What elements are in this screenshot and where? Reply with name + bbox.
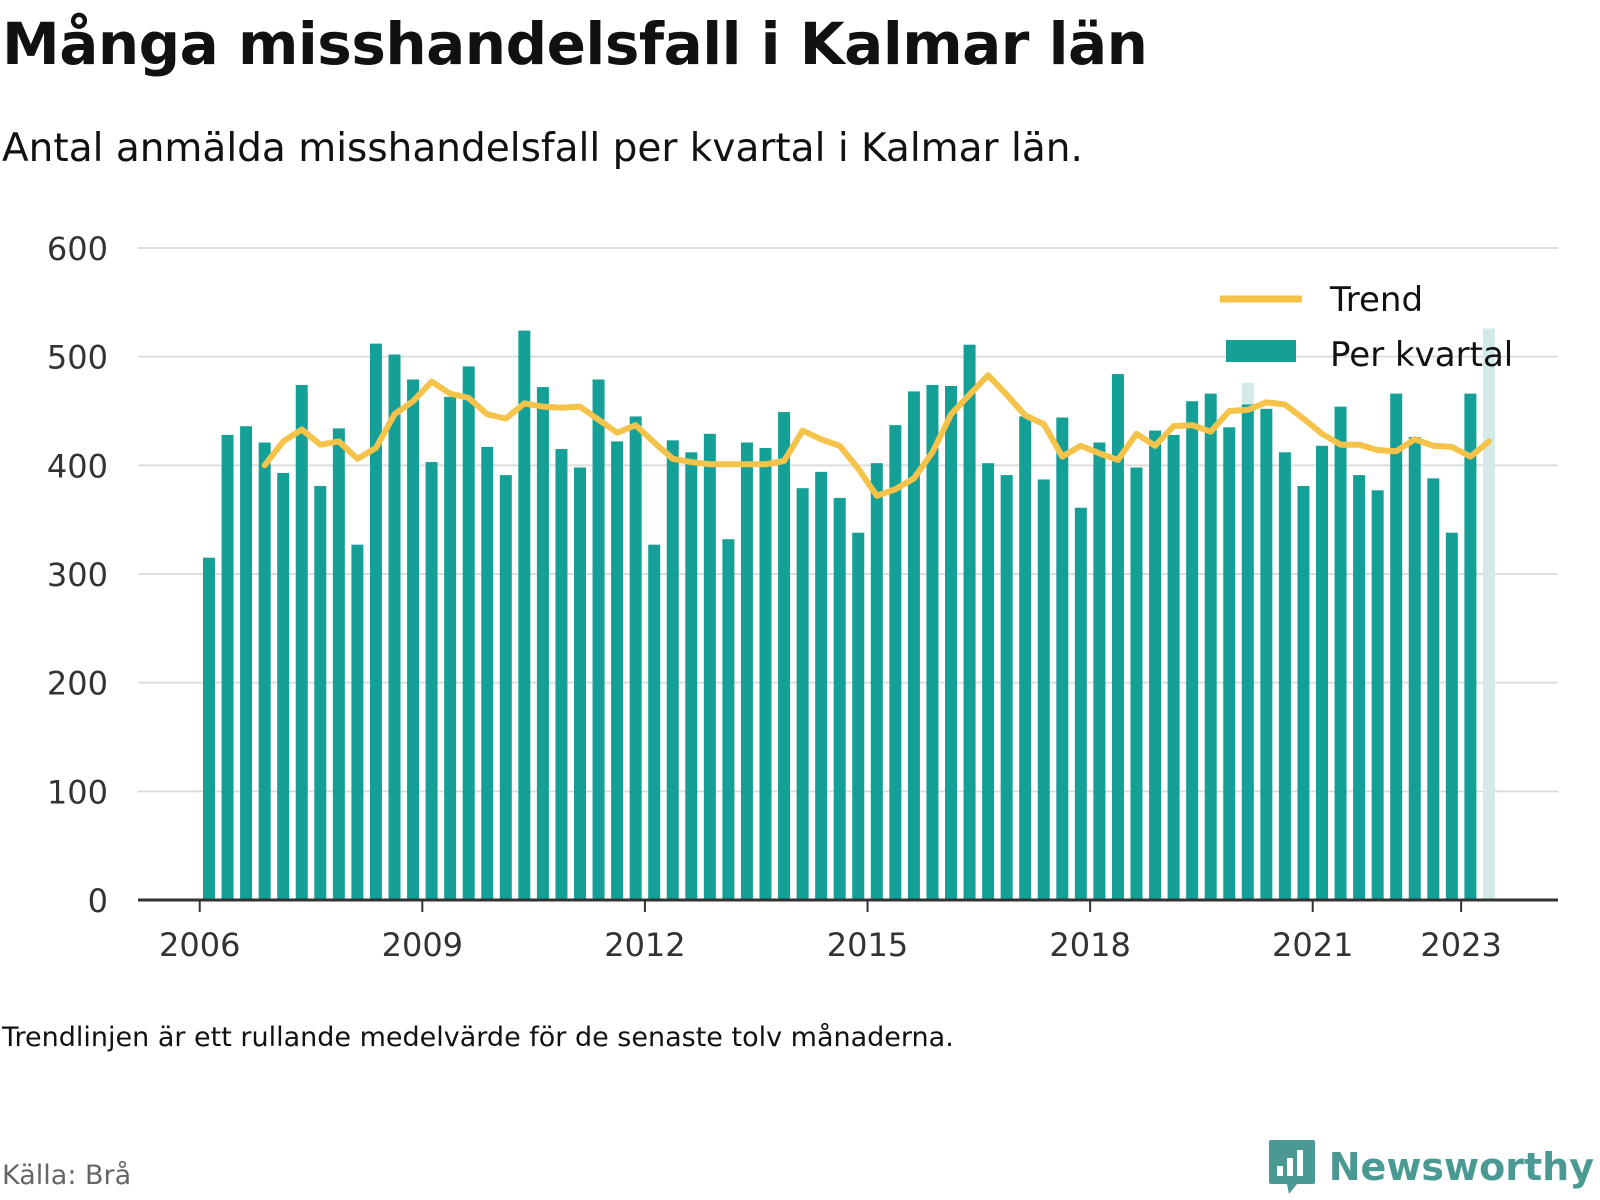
bar <box>611 441 624 900</box>
bar <box>833 497 846 900</box>
bar <box>221 434 234 900</box>
bar <box>870 463 883 900</box>
x-tick-label: 2023 <box>1420 926 1501 964</box>
x-tick-label: 2018 <box>1049 926 1130 964</box>
legend-trend-label: Trend <box>1329 280 1423 320</box>
bar <box>407 379 420 900</box>
y-tick-label: 200 <box>47 665 108 703</box>
bar <box>1353 475 1366 900</box>
bar <box>351 544 364 900</box>
bar <box>1019 416 1032 900</box>
y-tick-label: 400 <box>47 447 108 485</box>
brand-name: Newsworthy <box>1328 1145 1594 1189</box>
bar <box>666 440 679 900</box>
bar <box>1000 475 1013 900</box>
x-tick-label: 2006 <box>159 926 240 964</box>
bar <box>945 386 957 900</box>
bar <box>778 412 791 900</box>
bar <box>369 343 382 900</box>
bar <box>815 471 828 900</box>
legend-bar-swatch <box>1226 340 1296 362</box>
bar <box>574 467 586 900</box>
x-tick-label: 2015 <box>827 926 908 964</box>
bar <box>1167 434 1180 900</box>
y-tick-label: 100 <box>47 773 108 811</box>
x-tick-label: 2012 <box>604 926 685 964</box>
bar <box>499 475 512 900</box>
bar <box>1186 401 1199 900</box>
bar <box>1334 406 1347 900</box>
bar <box>1130 467 1143 900</box>
bar <box>536 387 549 900</box>
bar <box>685 452 698 900</box>
bar <box>314 485 327 900</box>
bar <box>982 463 995 900</box>
legend-bar-label: Per kvartal <box>1330 335 1513 375</box>
bar <box>1445 532 1458 900</box>
bar <box>740 442 753 900</box>
bar-chart-bubble-icon <box>1268 1140 1315 1194</box>
bar <box>796 488 809 900</box>
bar <box>648 544 661 900</box>
y-tick-label: 600 <box>47 230 108 268</box>
bar <box>1278 452 1291 900</box>
bar <box>722 539 735 900</box>
bar <box>1037 479 1050 900</box>
bar <box>425 462 438 900</box>
bar <box>629 416 642 900</box>
bar <box>1074 507 1087 900</box>
bar <box>759 447 772 900</box>
bar <box>555 449 568 900</box>
bar <box>1427 478 1440 900</box>
chart-title: Många misshandelsfall i Kalmar län <box>2 10 1148 78</box>
bar <box>1297 485 1310 900</box>
bar <box>1241 404 1254 900</box>
bar <box>444 396 457 900</box>
bar <box>258 442 271 900</box>
footnote: Trendlinjen är ett rullande medelvärde f… <box>2 1022 954 1053</box>
bar <box>332 428 345 900</box>
y-tick-label: 0 <box>88 882 108 920</box>
bar <box>1316 445 1328 900</box>
bar <box>388 354 401 900</box>
bar <box>277 472 290 900</box>
bar <box>1093 442 1106 900</box>
bar <box>1371 490 1384 900</box>
bar <box>295 384 308 900</box>
bar <box>926 384 939 900</box>
brand-logo: Newsworthy <box>1267 1138 1594 1196</box>
bar <box>1408 437 1421 900</box>
trend-line <box>261 372 1492 499</box>
bar-line-chart: 0 100 200 300 400 500 600 2006 2009 2012 2015 2018 2… <box>47 230 1558 964</box>
bar <box>1204 393 1217 900</box>
bar <box>1149 430 1162 900</box>
bar <box>592 379 605 900</box>
source-label: Källa: Brå <box>2 1160 132 1191</box>
bar <box>1464 393 1477 900</box>
bar <box>1111 374 1124 900</box>
bar <box>518 330 531 900</box>
x-tick-label: 2021 <box>1272 926 1353 964</box>
legend: Trend Per kvartal <box>1220 280 1513 375</box>
bar <box>907 391 920 900</box>
bar <box>889 425 902 900</box>
bar <box>963 344 976 900</box>
bar <box>481 446 494 900</box>
y-tick-label: 500 <box>47 339 108 377</box>
bar <box>1223 427 1236 900</box>
y-tick-label: 300 <box>47 556 108 594</box>
bar <box>240 426 253 900</box>
bar <box>1260 408 1273 900</box>
bar <box>703 433 716 900</box>
x-tick-label: 2009 <box>382 926 463 964</box>
bar <box>203 557 215 900</box>
chart-subtitle: Antal anmälda misshandelsfall per kvarta… <box>2 126 1083 171</box>
bar <box>462 366 475 900</box>
bar-faded <box>1482 328 1495 900</box>
bar <box>1390 393 1403 900</box>
bar <box>852 532 865 900</box>
bar <box>1056 417 1069 900</box>
